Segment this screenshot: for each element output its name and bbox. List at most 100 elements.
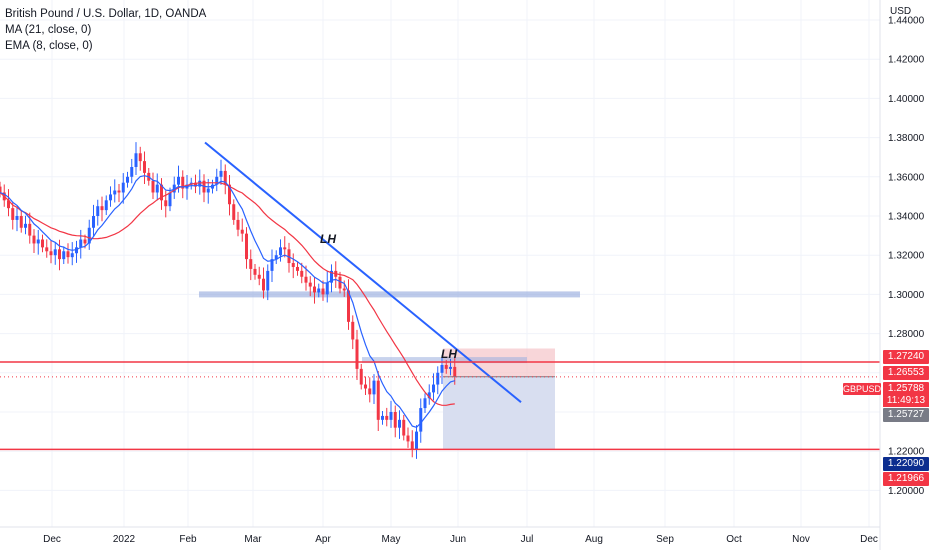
resistance-zone	[362, 357, 527, 364]
lower-high-label-2: LH	[441, 347, 457, 361]
price-tag-last: 1.25788	[883, 382, 929, 396]
candle-body	[134, 153, 138, 167]
candle-body	[109, 194, 112, 201]
candle-body	[75, 247, 78, 254]
candle-body	[270, 259, 274, 271]
x-tick-label: Aug	[585, 534, 603, 545]
candle-body	[172, 184, 176, 193]
candle-body	[104, 200, 108, 211]
candle-body	[24, 223, 27, 228]
candle-body	[398, 419, 401, 428]
candle-body	[359, 368, 363, 385]
ma-indicator-label[interactable]: MA (21, close, 0)	[5, 24, 92, 36]
ema-line	[0, 175, 455, 428]
time-axis[interactable]: Dec 2022 Feb Mar Apr May Jun Jul Aug Sep Oct Nov Dec	[0, 526, 880, 545]
candle-body	[66, 251, 70, 258]
y-tick-label: 1.34000	[888, 212, 925, 223]
candle-body	[164, 200, 168, 207]
y-tick-label: 1.42000	[888, 55, 925, 66]
candle-body	[253, 268, 257, 275]
candle-body	[228, 184, 231, 205]
candle-body	[121, 182, 125, 193]
x-tick-label: Jun	[450, 534, 466, 545]
candle-body	[274, 255, 278, 260]
candle-body	[266, 270, 270, 291]
candle-body	[410, 441, 414, 450]
candle-body	[160, 184, 163, 201]
candle-body	[304, 276, 308, 283]
indicator-lines	[0, 175, 455, 428]
y-tick-label: 1.44000	[888, 16, 925, 27]
x-tick-label: Sep	[656, 534, 674, 545]
y-tick-label: 1.40000	[888, 94, 925, 105]
lower-high-label-1: LH	[320, 232, 336, 246]
candle-body	[198, 180, 202, 187]
candle-body	[168, 192, 172, 207]
price-tag-ema: 1.25727	[883, 408, 929, 422]
candle-body	[308, 282, 312, 287]
candle-body	[342, 288, 346, 291]
candle-body	[79, 239, 83, 248]
candle-body	[325, 282, 329, 295]
candle-body	[0, 186, 2, 193]
price-tag-low: 1.21966	[883, 472, 929, 486]
candle-body	[58, 249, 61, 260]
candle-body	[236, 219, 240, 230]
candle-body	[36, 239, 40, 244]
candle-body	[296, 266, 299, 271]
candle-body	[83, 239, 87, 244]
grid-lines	[0, 0, 880, 527]
candle-body	[406, 435, 410, 442]
trend-drawings	[0, 141, 880, 451]
candle-body	[19, 216, 23, 228]
x-tick-label: Jul	[521, 534, 534, 545]
candle-body	[440, 364, 444, 373]
symbol-tag: GBPUSD	[843, 383, 882, 395]
candle-body	[87, 227, 91, 244]
y-tick-label: 1.30000	[888, 290, 925, 301]
x-tick-label: Feb	[179, 534, 197, 545]
x-tick-label: May	[382, 534, 401, 545]
candle-body	[262, 278, 265, 291]
symbol-title[interactable]: British Pound / U.S. Dollar, 1D, OANDA	[5, 8, 207, 20]
candle-body	[453, 366, 457, 377]
candle-body	[381, 415, 384, 420]
candle-body	[389, 412, 393, 420]
candle-body	[177, 176, 180, 185]
x-tick-label: Oct	[726, 534, 742, 545]
y-tick-label: 1.38000	[888, 133, 925, 144]
candle-body	[419, 408, 423, 432]
x-tick-label: Mar	[244, 534, 262, 545]
candle-body	[427, 392, 431, 399]
candle-body	[49, 251, 53, 256]
candle-body	[32, 235, 36, 244]
price-tag-target: 1.22090	[883, 457, 929, 471]
candle-body	[257, 274, 261, 279]
candle-body	[219, 170, 223, 177]
candle-body	[41, 239, 44, 248]
x-tick-label: Apr	[315, 534, 331, 545]
candle-body	[449, 366, 452, 369]
candle-body	[402, 419, 406, 436]
candle-body	[436, 372, 440, 385]
candle-body	[393, 412, 397, 428]
candle-body	[444, 364, 448, 369]
candle-body	[223, 170, 227, 185]
candle-body	[283, 247, 287, 250]
x-tick-label: Dec	[43, 534, 61, 545]
candle-body	[7, 200, 10, 209]
candle-body	[130, 167, 134, 177]
candle-body	[385, 415, 389, 420]
candle-body	[53, 249, 57, 256]
candle-body	[287, 249, 291, 264]
price-tag-resistance: 1.26553	[883, 366, 929, 380]
candle-body	[368, 388, 372, 395]
candle-body	[355, 339, 359, 369]
candle-body	[313, 286, 316, 293]
candle-body	[423, 398, 427, 409]
candle-body	[279, 247, 282, 256]
ema-indicator-label[interactable]: EMA (8, close, 0)	[5, 40, 93, 52]
candle-body	[138, 153, 142, 162]
currency-label: USD	[890, 6, 912, 17]
